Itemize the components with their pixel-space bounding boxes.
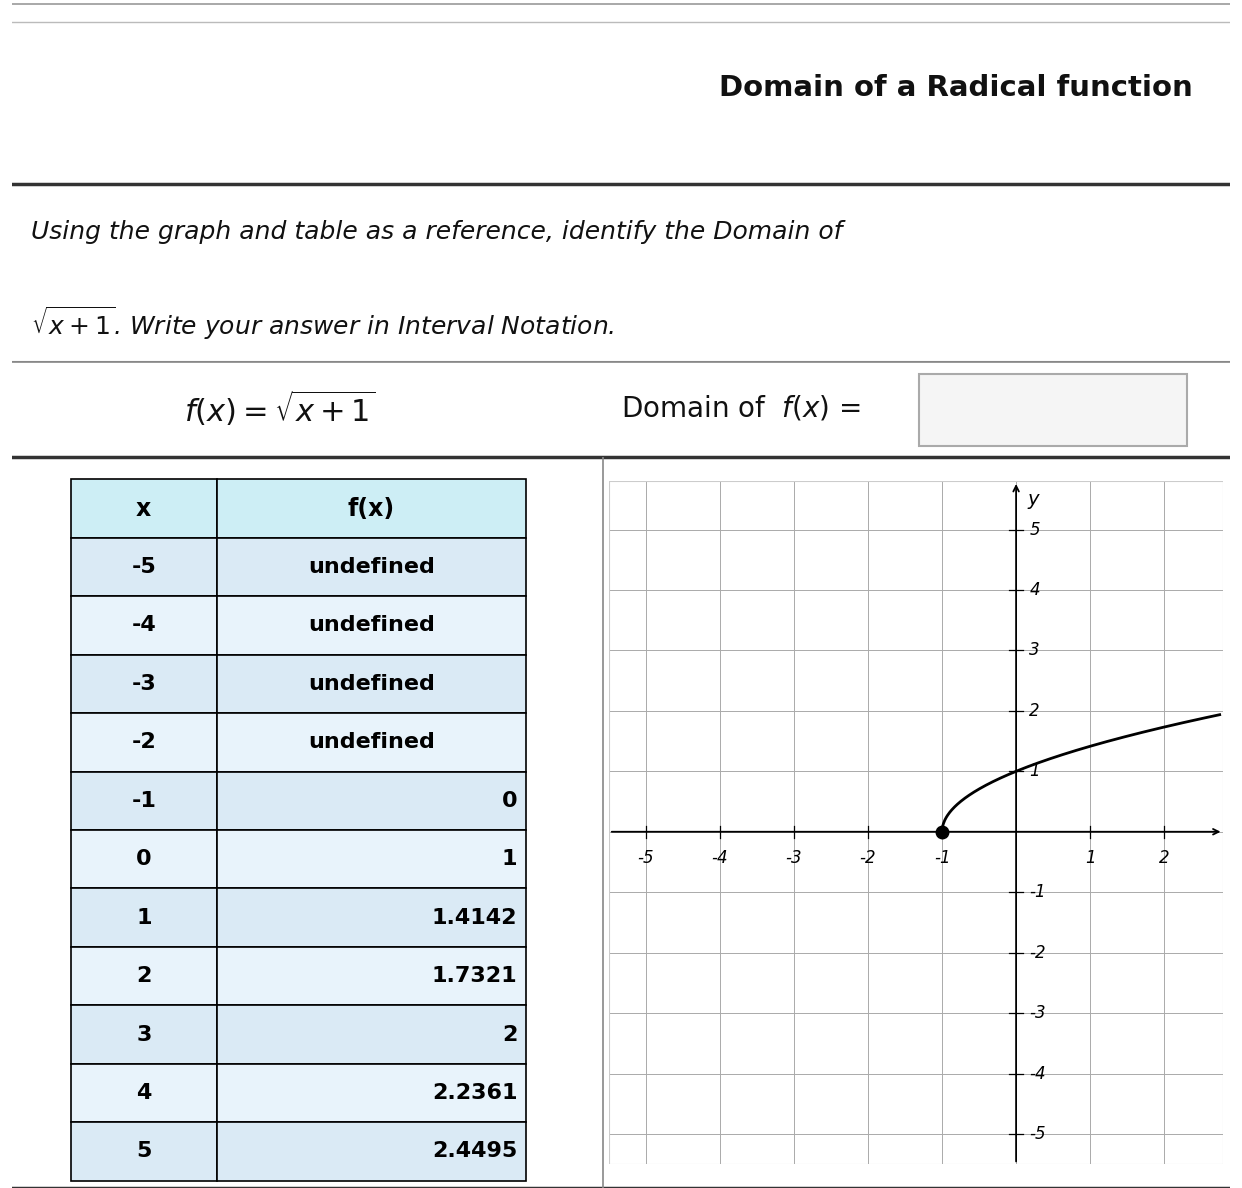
Text: 4: 4 xyxy=(137,1083,152,1102)
Text: undefined: undefined xyxy=(308,732,435,752)
Text: undefined: undefined xyxy=(308,557,435,577)
FancyBboxPatch shape xyxy=(216,830,527,889)
FancyBboxPatch shape xyxy=(919,374,1187,446)
FancyBboxPatch shape xyxy=(216,655,527,713)
Text: -5: -5 xyxy=(637,848,655,867)
Text: 4: 4 xyxy=(1030,581,1040,599)
Text: undefined: undefined xyxy=(308,674,435,694)
Text: -1: -1 xyxy=(1030,883,1046,902)
Text: -4: -4 xyxy=(712,848,728,867)
Text: -1: -1 xyxy=(132,791,156,810)
Text: 5: 5 xyxy=(1030,520,1040,538)
FancyBboxPatch shape xyxy=(71,1063,216,1123)
Text: 2: 2 xyxy=(1159,848,1170,867)
Text: 2.2361: 2.2361 xyxy=(432,1083,518,1102)
Text: -5: -5 xyxy=(132,557,156,577)
Text: -2: -2 xyxy=(1030,943,1046,961)
FancyBboxPatch shape xyxy=(216,1005,527,1063)
Text: 0: 0 xyxy=(502,791,518,810)
FancyBboxPatch shape xyxy=(71,479,216,538)
Text: Domain of a Radical function: Domain of a Radical function xyxy=(719,75,1194,102)
Text: -4: -4 xyxy=(132,615,156,636)
FancyBboxPatch shape xyxy=(216,538,527,596)
Text: -3: -3 xyxy=(1030,1004,1046,1022)
FancyBboxPatch shape xyxy=(71,596,216,655)
FancyBboxPatch shape xyxy=(216,889,527,947)
Text: 3: 3 xyxy=(137,1024,152,1044)
FancyBboxPatch shape xyxy=(216,771,527,830)
FancyBboxPatch shape xyxy=(216,1123,527,1181)
Text: 2: 2 xyxy=(502,1024,518,1044)
FancyBboxPatch shape xyxy=(71,889,216,947)
Text: 1: 1 xyxy=(1084,848,1095,867)
Text: undefined: undefined xyxy=(308,615,435,636)
FancyBboxPatch shape xyxy=(71,655,216,713)
Text: -2: -2 xyxy=(132,732,156,752)
FancyBboxPatch shape xyxy=(71,830,216,889)
FancyBboxPatch shape xyxy=(216,596,527,655)
Text: Domain of  $f(x)$ =: Domain of $f(x)$ = xyxy=(621,393,861,423)
FancyBboxPatch shape xyxy=(216,479,527,538)
Text: 5: 5 xyxy=(137,1142,152,1162)
Text: -5: -5 xyxy=(1030,1125,1046,1143)
Text: $f(x) = \sqrt{x+1}$: $f(x) = \sqrt{x+1}$ xyxy=(184,388,376,428)
Text: 1.4142: 1.4142 xyxy=(432,908,518,928)
Text: 2.4495: 2.4495 xyxy=(432,1142,518,1162)
Text: 1: 1 xyxy=(502,849,518,870)
Text: -2: -2 xyxy=(859,848,877,867)
Text: $\sqrt{x+1}$. Write your answer in Interval Notation.: $\sqrt{x+1}$. Write your answer in Inter… xyxy=(31,304,615,342)
Text: -3: -3 xyxy=(786,848,802,867)
Text: 1.7321: 1.7321 xyxy=(432,966,518,986)
Text: -4: -4 xyxy=(1030,1064,1046,1082)
Text: 1: 1 xyxy=(137,908,152,928)
FancyBboxPatch shape xyxy=(71,947,216,1005)
FancyBboxPatch shape xyxy=(71,1005,216,1063)
Text: Using the graph and table as a reference, identify the Domain of: Using the graph and table as a reference… xyxy=(31,220,842,245)
FancyBboxPatch shape xyxy=(71,1123,216,1181)
FancyBboxPatch shape xyxy=(71,713,216,771)
Text: 2: 2 xyxy=(1030,702,1040,720)
Text: 0: 0 xyxy=(135,849,152,870)
Text: y: y xyxy=(1027,491,1038,510)
FancyBboxPatch shape xyxy=(216,947,527,1005)
FancyBboxPatch shape xyxy=(216,1063,527,1123)
Text: f(x): f(x) xyxy=(348,497,395,520)
Text: x: x xyxy=(137,497,152,520)
Text: 1: 1 xyxy=(1030,763,1040,781)
FancyBboxPatch shape xyxy=(71,538,216,596)
FancyBboxPatch shape xyxy=(216,713,527,771)
FancyBboxPatch shape xyxy=(71,771,216,830)
Text: 3: 3 xyxy=(1030,642,1040,659)
Text: -3: -3 xyxy=(132,674,156,694)
Text: 2: 2 xyxy=(137,966,152,986)
Text: -1: -1 xyxy=(934,848,950,867)
